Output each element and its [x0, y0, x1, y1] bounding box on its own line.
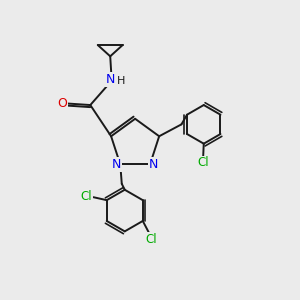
- Text: Cl: Cl: [81, 190, 92, 203]
- Text: Cl: Cl: [145, 233, 157, 246]
- Text: N: N: [149, 158, 158, 171]
- Text: N: N: [112, 158, 122, 171]
- Text: N: N: [106, 73, 115, 86]
- Text: Cl: Cl: [197, 157, 209, 169]
- Text: O: O: [57, 97, 67, 110]
- Text: H: H: [117, 76, 125, 86]
